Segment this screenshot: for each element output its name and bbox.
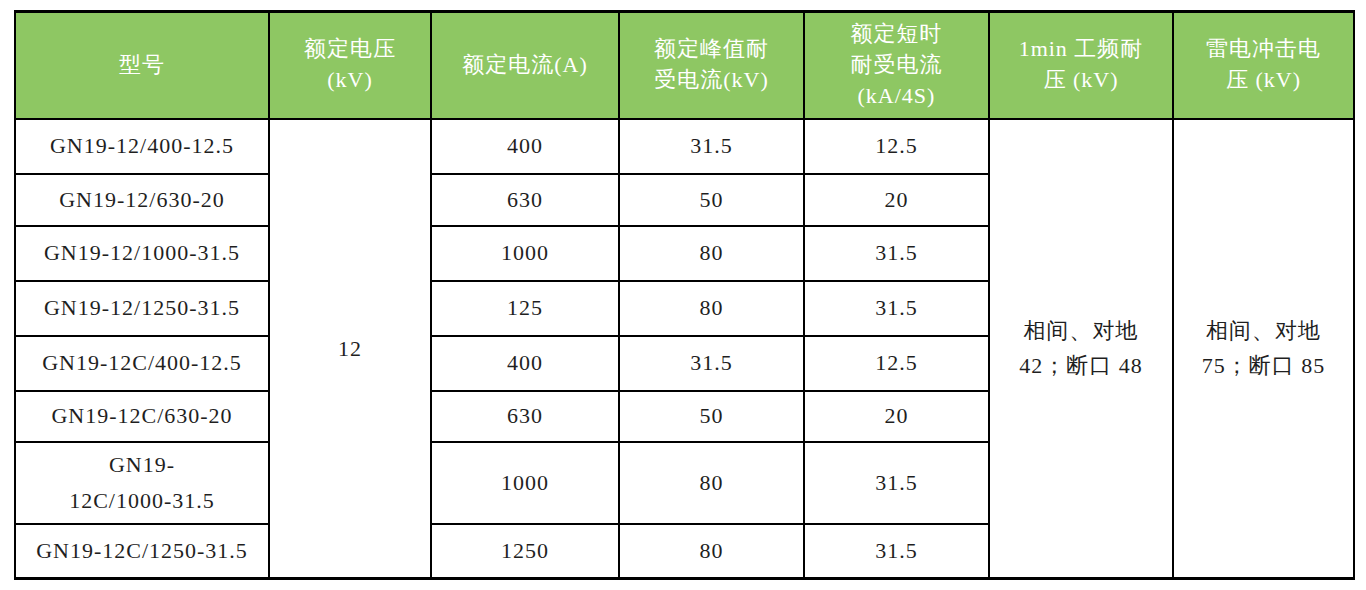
model-cell: GN19-12C/400-12.5 bbox=[15, 336, 269, 391]
rated-current-cell: 630 bbox=[431, 391, 619, 442]
header-model: 型号 bbox=[15, 12, 269, 119]
short-time-withstand-cell: 31.5 bbox=[804, 442, 989, 524]
short-time-withstand-cell: 31.5 bbox=[804, 226, 989, 281]
header-row: 型号 额定电压 (kV) 额定电流(A) 额定峰值耐 受电流(kV) 额定短时 … bbox=[15, 12, 1354, 119]
power-frequency-merged-cell: 相间、对地 42；断口 48 bbox=[989, 119, 1173, 579]
rated-current-cell: 1250 bbox=[431, 524, 619, 579]
header-rated-voltage: 额定电压 (kV) bbox=[269, 12, 431, 119]
model-cell: GN19-12C/1250-31.5 bbox=[15, 524, 269, 579]
peak-withstand-cell: 80 bbox=[619, 524, 804, 579]
header-peak-withstand-current: 额定峰值耐 受电流(kV) bbox=[619, 12, 804, 119]
peak-withstand-cell: 80 bbox=[619, 281, 804, 336]
rated-current-cell: 1000 bbox=[431, 442, 619, 524]
short-time-withstand-cell: 12.5 bbox=[804, 119, 989, 174]
table-row: GN19-12/400-12.5 12 400 31.5 12.5 相间、对地 … bbox=[15, 119, 1354, 174]
switch-spec-table: 型号 额定电压 (kV) 额定电流(A) 额定峰值耐 受电流(kV) 额定短时 … bbox=[14, 10, 1355, 580]
short-time-withstand-cell: 31.5 bbox=[804, 524, 989, 579]
header-power-frequency-withstand-voltage: 1min 工频耐 压 (kV) bbox=[989, 12, 1173, 119]
short-time-withstand-cell: 20 bbox=[804, 174, 989, 226]
model-cell: GN19-12/1250-31.5 bbox=[15, 281, 269, 336]
peak-withstand-cell: 80 bbox=[619, 442, 804, 524]
peak-withstand-cell: 80 bbox=[619, 226, 804, 281]
header-rated-current: 额定电流(A) bbox=[431, 12, 619, 119]
rated-current-cell: 1000 bbox=[431, 226, 619, 281]
lightning-impulse-merged-cell: 相间、对地 75；断口 85 bbox=[1173, 119, 1354, 579]
peak-withstand-cell: 31.5 bbox=[619, 119, 804, 174]
rated-current-cell: 400 bbox=[431, 336, 619, 391]
rated-voltage-merged-cell: 12 bbox=[269, 119, 431, 579]
short-time-withstand-cell: 12.5 bbox=[804, 336, 989, 391]
model-cell: GN19- 12C/1000-31.5 bbox=[15, 442, 269, 524]
short-time-withstand-cell: 20 bbox=[804, 391, 989, 442]
rated-current-cell: 125 bbox=[431, 281, 619, 336]
header-short-time-withstand-current: 额定短时 耐受电流 (kA/4S) bbox=[804, 12, 989, 119]
model-cell: GN19-12/400-12.5 bbox=[15, 119, 269, 174]
short-time-withstand-cell: 31.5 bbox=[804, 281, 989, 336]
rated-current-cell: 400 bbox=[431, 119, 619, 174]
product-spec-page: 型号 额定电压 (kV) 额定电流(A) 额定峰值耐 受电流(kV) 额定短时 … bbox=[0, 0, 1366, 580]
rated-current-cell: 630 bbox=[431, 174, 619, 226]
model-cell: GN19-12/1000-31.5 bbox=[15, 226, 269, 281]
model-cell: GN19-12C/630-20 bbox=[15, 391, 269, 442]
model-cell: GN19-12/630-20 bbox=[15, 174, 269, 226]
header-lightning-impulse-voltage: 雷电冲击电 压 (kV) bbox=[1173, 12, 1354, 119]
peak-withstand-cell: 31.5 bbox=[619, 336, 804, 391]
peak-withstand-cell: 50 bbox=[619, 174, 804, 226]
peak-withstand-cell: 50 bbox=[619, 391, 804, 442]
